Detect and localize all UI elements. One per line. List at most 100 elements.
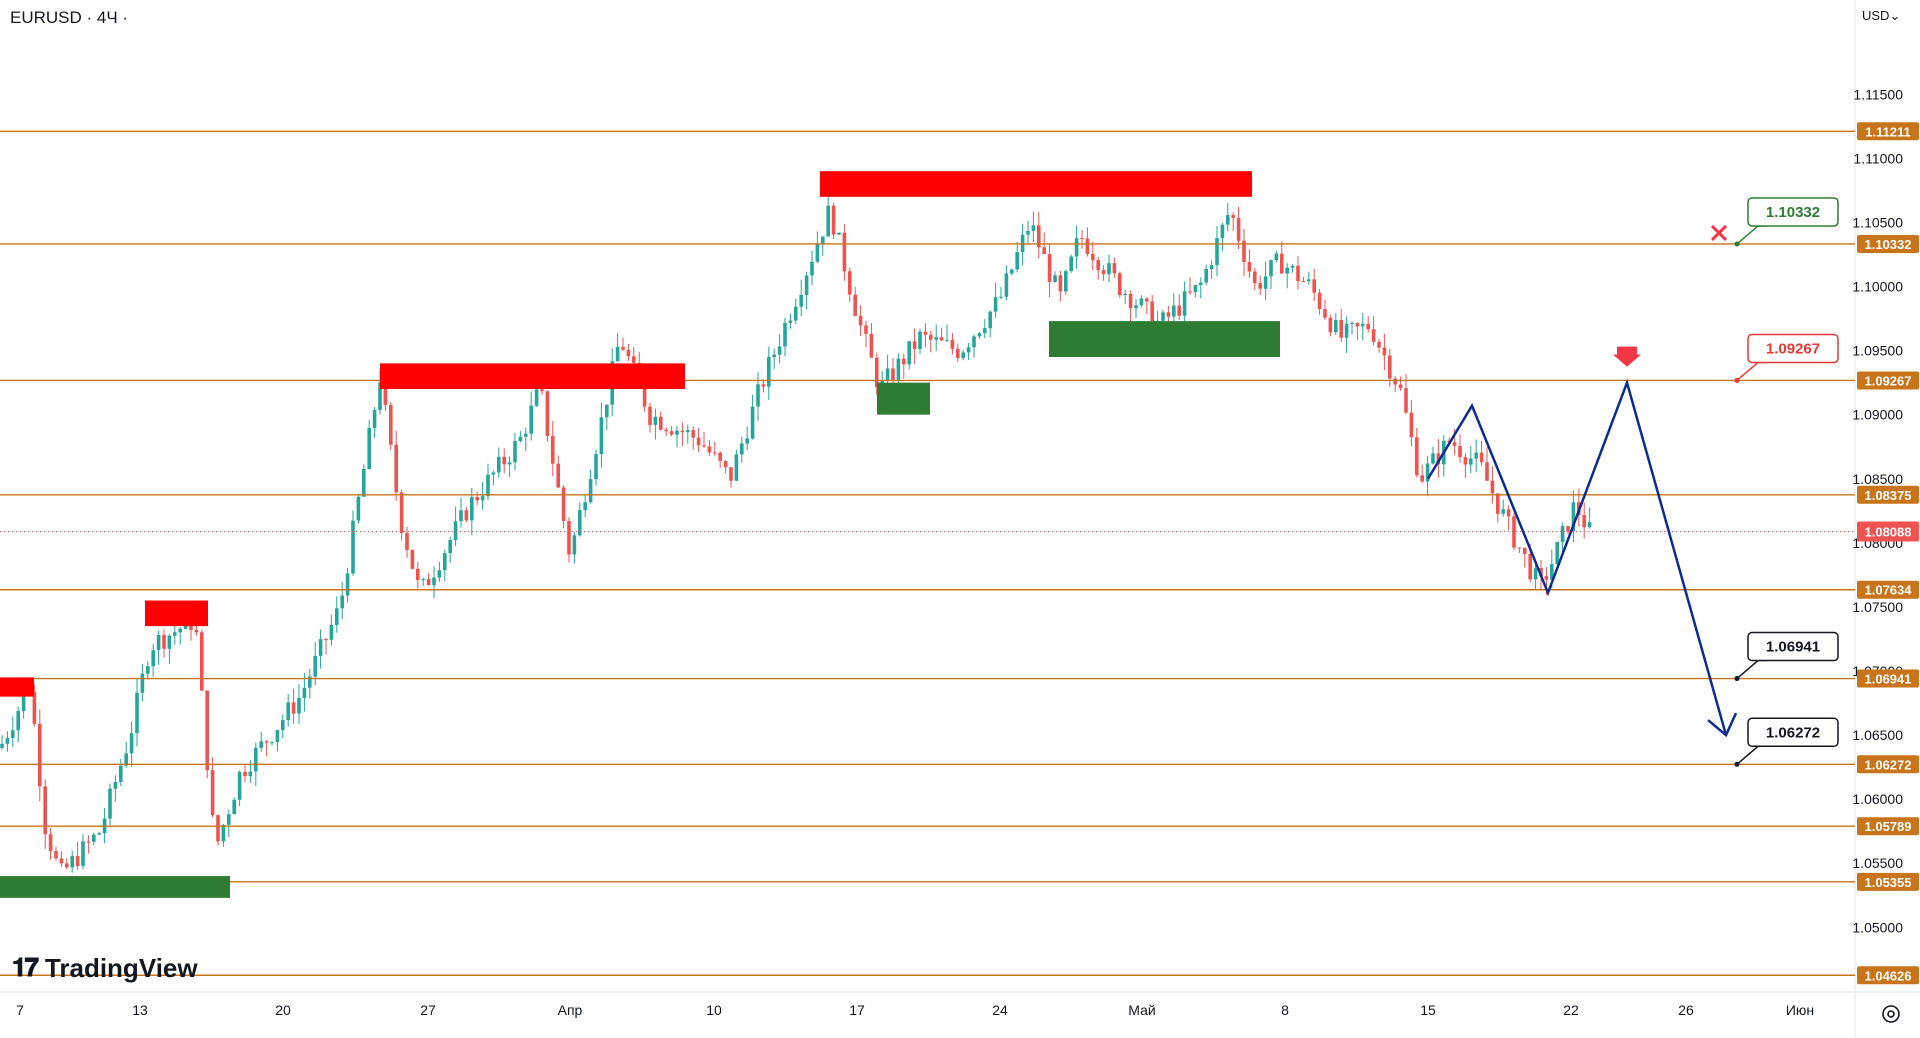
candle-body (804, 275, 809, 295)
candle-body (875, 357, 879, 388)
candle-body (1544, 576, 1549, 580)
callout-box (1747, 197, 1839, 227)
candle-body (1339, 319, 1343, 338)
candle-body (815, 244, 820, 262)
candle-body (1188, 291, 1192, 293)
tradingview-logo: 𝟏𝟕 TradingView (12, 952, 198, 984)
current-price-tag (1857, 521, 1919, 542)
candle-body (1582, 514, 1586, 528)
candle-body (848, 271, 852, 295)
candle-body (1550, 564, 1554, 580)
callout-box (1747, 333, 1839, 364)
candle-body (831, 205, 836, 235)
time-tick-label: 17 (849, 1002, 865, 1018)
time-tick-label: 15 (1420, 1002, 1436, 1018)
candle-body (129, 733, 134, 754)
candle-body (594, 454, 598, 480)
candle-body (1107, 263, 1111, 275)
candle-body (432, 577, 436, 586)
candle-body (221, 824, 226, 842)
candle-body (1317, 292, 1322, 310)
candle-body (1501, 509, 1505, 514)
price-level-tag (1857, 485, 1919, 504)
candle-body (599, 417, 604, 455)
candle-body (1458, 445, 1462, 458)
price-level-tag (1857, 122, 1919, 141)
candle-body (270, 742, 274, 744)
candle-body (761, 384, 766, 387)
candle-body (664, 429, 668, 432)
candle-body (1145, 298, 1149, 302)
resistance-zone (380, 363, 685, 390)
callout-pointer (1736, 225, 1766, 245)
price-tick-label: 1.07500 (1852, 599, 1903, 615)
candle-body (1220, 224, 1225, 239)
candle-body (734, 454, 739, 481)
candle-body (1247, 261, 1252, 272)
candle-body (1101, 270, 1106, 275)
candle-body (540, 389, 544, 392)
candle-body (1398, 384, 1403, 389)
candle-body (659, 416, 663, 430)
candle-body (329, 624, 334, 640)
candle-body (259, 741, 263, 748)
candle-body (729, 467, 733, 481)
price-level-label: 1.06272 (1865, 757, 1912, 772)
candle-body (772, 354, 776, 358)
candle-body (1571, 502, 1576, 532)
candle-body (470, 496, 474, 521)
candle-body (92, 834, 96, 842)
candle-body (146, 666, 150, 674)
candle-body (1139, 298, 1144, 306)
candle-body (923, 331, 928, 335)
candle-body (799, 294, 803, 307)
candle-body (1263, 276, 1268, 289)
symbol-title[interactable]: EURUSD · 4Ч · (10, 8, 129, 27)
candle-body (680, 430, 685, 433)
candle-body (324, 639, 328, 641)
candle-body (1064, 271, 1068, 292)
candle-body (1366, 323, 1370, 330)
support-zone (0, 876, 230, 898)
candle-body (1058, 275, 1063, 292)
price-level-label: 1.04626 (1865, 968, 1912, 983)
candle-body (113, 781, 118, 789)
candle-body (75, 856, 80, 867)
candle-body (1161, 312, 1165, 321)
currency-selector[interactable]: USD⌄ (1862, 8, 1900, 24)
price-level-tag (1857, 755, 1919, 774)
candle-body (108, 788, 112, 819)
candle-body (1004, 273, 1009, 297)
candle-body (491, 472, 496, 475)
candle-body (702, 445, 706, 447)
candle-body (421, 579, 425, 581)
candle-body (1215, 238, 1219, 266)
price-level-tag (1857, 669, 1919, 688)
candle-body (453, 521, 458, 541)
candle-body (518, 436, 523, 442)
candle-body (1096, 260, 1100, 271)
price-tick-label: 1.05000 (1852, 919, 1903, 935)
candle-body (11, 730, 15, 738)
candle-body (1074, 238, 1079, 257)
candle-body (626, 349, 631, 357)
candle-body (1123, 293, 1127, 295)
candle-body (713, 452, 717, 454)
candle-body (1199, 282, 1203, 286)
candle-body (1555, 541, 1559, 565)
candle-body (254, 747, 258, 772)
candle-body (1479, 452, 1484, 463)
candle-body (551, 436, 555, 464)
candle-body (291, 702, 296, 714)
candle-body (426, 579, 431, 586)
price-tick-label: 1.11000 (1853, 150, 1903, 166)
candle-body (945, 339, 949, 341)
gear-icon[interactable] (1879, 1002, 1903, 1026)
candle-body (5, 737, 10, 744)
candle-body (0, 743, 4, 748)
candle-body (227, 814, 231, 825)
candle-body (1404, 388, 1408, 413)
candle-body (1118, 273, 1122, 295)
candle-body (529, 405, 533, 434)
